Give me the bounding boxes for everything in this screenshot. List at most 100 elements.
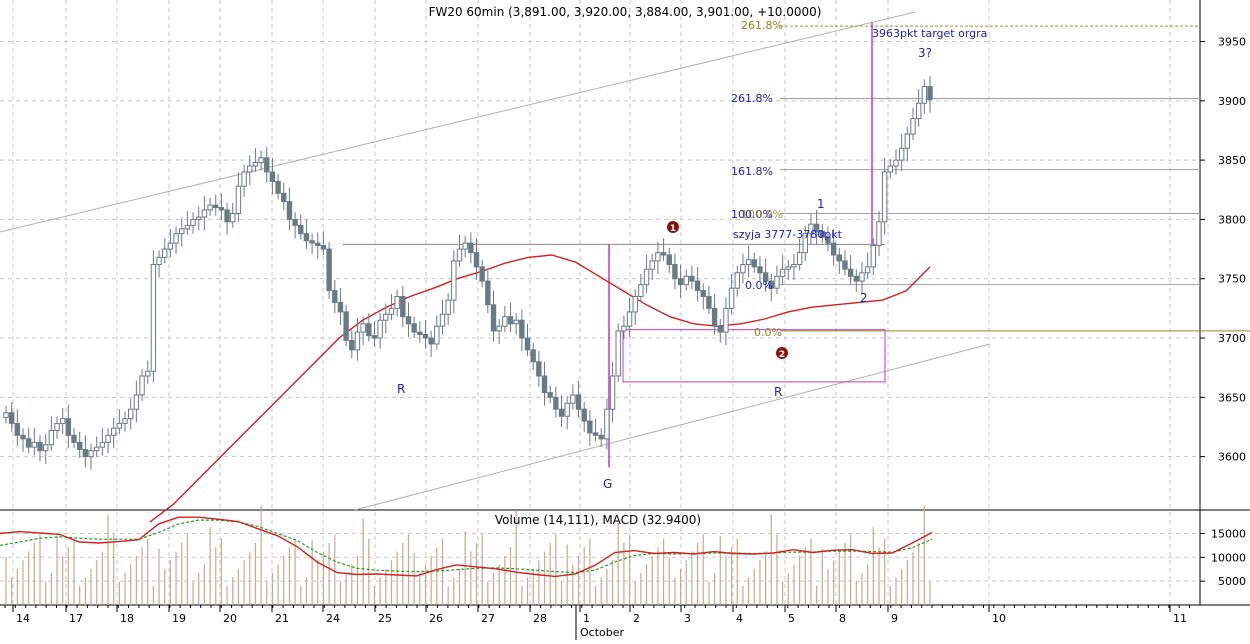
candle xyxy=(377,313,383,349)
price-tick-label: 3750 xyxy=(1218,273,1246,286)
candle xyxy=(547,385,553,404)
candle xyxy=(400,285,406,328)
fib-261-top-label: 261.8% xyxy=(741,19,783,32)
candle xyxy=(179,218,185,247)
candle xyxy=(173,226,179,254)
candle xyxy=(258,150,264,171)
candle xyxy=(819,224,825,244)
candle xyxy=(762,258,769,292)
candle xyxy=(581,402,587,432)
candle xyxy=(201,195,208,231)
candle xyxy=(116,409,123,435)
candle xyxy=(592,418,599,442)
candle xyxy=(587,410,593,446)
candle xyxy=(887,158,894,178)
candle xyxy=(133,380,140,423)
candle xyxy=(48,416,55,451)
candle xyxy=(825,226,831,252)
wave-1-label: 1 xyxy=(817,197,825,211)
candle xyxy=(320,231,327,255)
candle xyxy=(25,428,32,454)
candle xyxy=(275,174,281,200)
candle xyxy=(711,294,718,335)
candle xyxy=(621,315,627,340)
candle xyxy=(575,380,582,418)
candle xyxy=(241,164,247,197)
candle xyxy=(564,396,570,430)
candle xyxy=(570,384,576,410)
candle xyxy=(196,206,202,231)
candle xyxy=(337,288,344,325)
candle xyxy=(513,313,519,335)
candle xyxy=(757,256,763,282)
candle xyxy=(128,398,134,430)
candle xyxy=(456,234,463,267)
fib-161-label: 161.8% xyxy=(731,165,773,178)
date-tick-label: 10 xyxy=(992,612,1006,625)
date-tick-label: 27 xyxy=(481,612,495,625)
candle xyxy=(864,252,871,279)
candle xyxy=(417,321,423,343)
candle xyxy=(706,285,712,315)
lower-tick-label: 10000 xyxy=(1211,551,1246,564)
candle xyxy=(286,187,293,231)
candle xyxy=(734,265,740,297)
fib-0-label-b: 0.0% xyxy=(754,326,782,339)
candle xyxy=(598,428,604,448)
date-tick-label: 17 xyxy=(69,612,83,625)
overlays xyxy=(0,11,1250,523)
candle xyxy=(745,245,752,278)
candle xyxy=(252,148,259,172)
candle xyxy=(870,238,877,276)
candle xyxy=(609,361,616,423)
candle xyxy=(3,405,9,424)
candle xyxy=(309,233,315,254)
lower-tick-label: 15000 xyxy=(1211,527,1246,540)
candle xyxy=(366,313,372,342)
candle xyxy=(842,250,848,276)
candle xyxy=(37,435,43,462)
candle xyxy=(655,241,661,274)
candle xyxy=(42,434,49,464)
candle xyxy=(643,255,650,293)
candle xyxy=(230,202,236,228)
candle xyxy=(700,283,706,310)
price-tick-label: 3950 xyxy=(1218,36,1246,49)
candle xyxy=(190,212,196,234)
candle xyxy=(666,247,672,273)
r-label-right: R xyxy=(774,385,782,399)
candle xyxy=(921,79,928,114)
candle xyxy=(859,262,865,295)
moving-average-line xyxy=(149,254,931,523)
channel-lower-line xyxy=(354,343,991,511)
candle xyxy=(847,255,854,285)
date-tick-label: 18 xyxy=(120,612,134,625)
candle xyxy=(99,428,106,456)
candle xyxy=(694,266,701,302)
g-label: G xyxy=(603,477,612,491)
target-label: 3963pkt target orgra xyxy=(872,27,987,40)
candle xyxy=(54,416,60,439)
price-tick-label: 3600 xyxy=(1218,451,1246,464)
candle xyxy=(184,211,191,235)
candle xyxy=(411,316,417,339)
candle xyxy=(507,302,514,333)
target-zone-box xyxy=(622,329,886,383)
candle xyxy=(558,394,565,427)
candle xyxy=(371,321,378,347)
date-tick-label: 5 xyxy=(788,612,795,625)
candle xyxy=(218,193,225,221)
candle xyxy=(553,386,559,418)
candle xyxy=(626,297,633,337)
candle xyxy=(269,157,276,195)
candle xyxy=(76,431,83,458)
chart-title: FW20 60min (3,891.00, 3,920.00, 3,884.00… xyxy=(429,5,822,19)
candle xyxy=(536,351,542,387)
channel-upper-line xyxy=(0,11,916,233)
price-tick-label: 3800 xyxy=(1218,213,1246,226)
candle xyxy=(519,309,525,352)
date-tick-label: 8 xyxy=(839,612,846,625)
candle xyxy=(881,157,888,235)
candle xyxy=(768,273,774,302)
price-tick-label: 3900 xyxy=(1218,95,1246,108)
